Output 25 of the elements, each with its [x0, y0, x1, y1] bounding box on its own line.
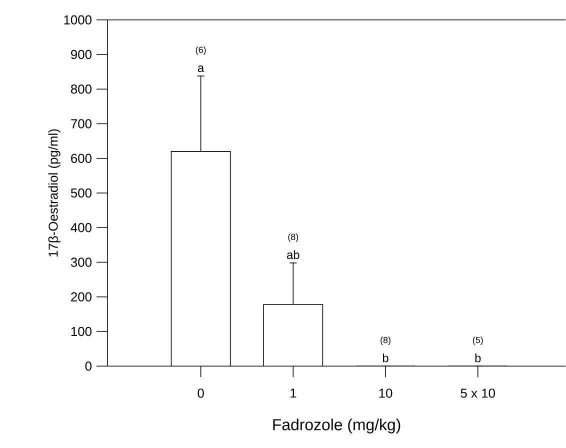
annotation: ab — [287, 250, 300, 260]
y-tick-label: 800 — [70, 84, 92, 94]
y-tick-label: 600 — [71, 154, 92, 164]
x-tick-label: 0 — [198, 388, 204, 398]
annotation: (5) — [472, 336, 483, 346]
x-tick-label: 10 — [379, 388, 392, 398]
y-tick-label: 200 — [71, 292, 92, 302]
y-axis-title: 17β-Oestradiol (pg/ml) — [48, 129, 60, 257]
y-tick-label: 0 — [85, 362, 92, 371]
y-tick-label: 500 — [70, 188, 92, 198]
annotation: (6) — [196, 46, 206, 55]
y-tick-label: 300 — [70, 258, 92, 267]
annotation: b — [475, 354, 481, 362]
annotation: (8) — [380, 336, 390, 346]
y-tick-label: 400 — [70, 223, 92, 232]
y-tick-label: 100 — [71, 327, 92, 336]
x-tick-label: 1 — [290, 388, 296, 398]
x-tick-label: 5 x 10 — [460, 388, 495, 398]
annotation: b — [382, 354, 388, 362]
y-tick-label: 900 — [71, 50, 92, 60]
x-axis-title: Fadrozole (mg/kg) — [273, 418, 400, 434]
annotation: (8) — [288, 234, 298, 242]
y-tick-label: 700 — [71, 119, 92, 128]
annotation: a — [198, 66, 204, 72]
y-tick-label: 1000 — [64, 15, 92, 25]
